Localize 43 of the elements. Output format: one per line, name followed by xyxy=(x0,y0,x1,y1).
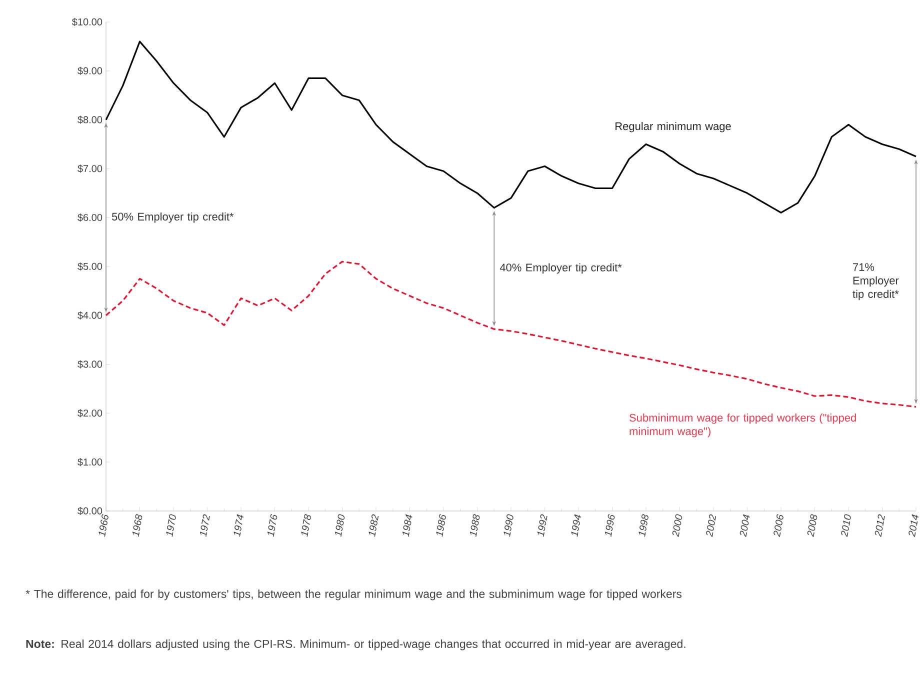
annotation: 50% Employer tip credit* xyxy=(112,212,234,223)
x-tick-label: 1976 xyxy=(267,514,278,537)
x-tick-label: 1988 xyxy=(470,514,480,537)
series-label: Subminimum wage for tipped workers ("tipped minimum wage") xyxy=(630,414,856,438)
x-tick-label: 2010 xyxy=(841,514,851,538)
annotation: 40% Employer tip credit* xyxy=(500,263,622,274)
y-tick-label: $9.00 xyxy=(78,66,102,75)
x-tick-label: 1970 xyxy=(166,514,176,537)
x-tick-label: 1974 xyxy=(234,514,244,537)
x-tick-label: 2012 xyxy=(874,514,885,538)
y-tick-label: $6.00 xyxy=(78,214,102,222)
x-tick-label: 1980 xyxy=(334,514,345,537)
x-tick-label: 1982 xyxy=(368,514,379,537)
x-tick-label: 1990 xyxy=(504,514,514,537)
x-tick-label: 2014 xyxy=(908,514,918,538)
y-tick-label: $8.00 xyxy=(78,116,102,124)
x-tick-label: 1994 xyxy=(571,514,581,537)
x-tick-label: 1992 xyxy=(537,514,548,537)
x-tick-label: 2002 xyxy=(706,514,716,538)
x-tick-label: 1966 xyxy=(98,514,108,537)
y-tick-label: $4.00 xyxy=(78,311,102,320)
x-tick-label: 2000 xyxy=(672,514,682,538)
x-tick-label: 1996 xyxy=(604,514,615,537)
y-tick-label: $1.00 xyxy=(78,458,102,466)
y-tick-label: $2.00 xyxy=(78,409,102,418)
text: * The difference, paid for by customers' tips, between the regular minimum wage and the subminimum wage for tipped workers xyxy=(26,590,682,600)
x-tick-label: 1984 xyxy=(402,514,412,537)
y-tick-label: $7.00 xyxy=(78,164,102,173)
x-tick-label: 2004 xyxy=(740,514,750,538)
y-tick-label: $0.00 xyxy=(78,506,102,516)
annotation: 71% Employer tip credit* xyxy=(852,263,899,300)
x-tick-label: 2008 xyxy=(807,514,818,538)
x-tick-label: 1986 xyxy=(436,514,446,537)
text: Regular minimum wage xyxy=(616,122,731,132)
x-tick-label: 1998 xyxy=(638,514,648,537)
x-tick-label: 1978 xyxy=(301,514,311,537)
y-tick-label: $3.00 xyxy=(78,360,102,368)
x-tick-label: 2006 xyxy=(774,514,784,538)
text: Note: Real 2014 dollars adjusted using the CPI-RS. Minimum- or tipped-wage changes that occurred in mid-year are averaged. xyxy=(26,640,686,650)
y-tick-label: $5.00 xyxy=(78,262,102,271)
x-tick-label: 1968 xyxy=(132,514,142,537)
x-tick-label: 1972 xyxy=(200,514,210,537)
y-tick-label: $10.00 xyxy=(72,18,102,26)
